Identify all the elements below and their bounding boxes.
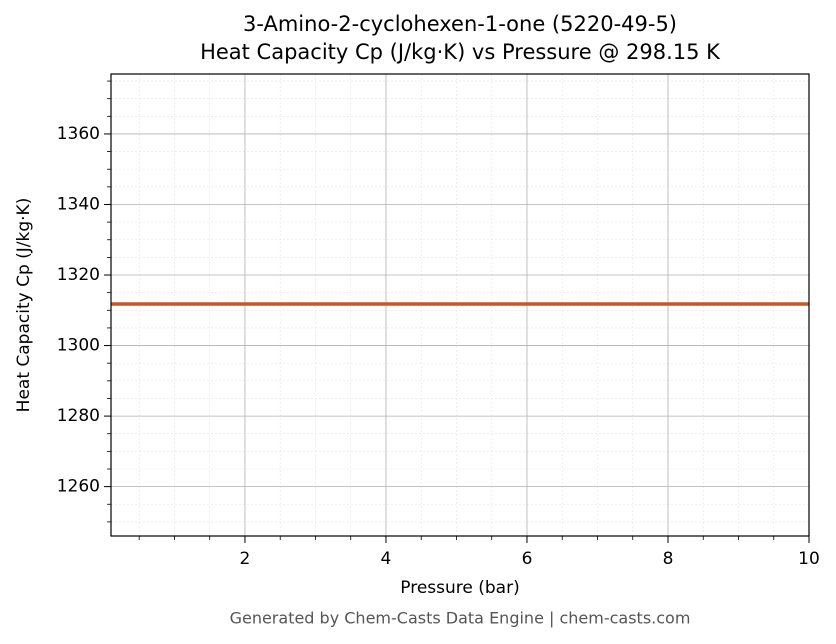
- y-tick-label: 1340: [57, 194, 100, 214]
- y-tick-label: 1360: [57, 124, 100, 144]
- x-tick-label: 6: [522, 549, 533, 569]
- y-axis-label: Heat Capacity Cp (J/kg·K): [14, 198, 34, 413]
- plot-frame: [110, 73, 810, 537]
- x-tick-label: 2: [240, 549, 251, 569]
- chart-subtitle: Heat Capacity Cp (J/kg·K) vs Pressure @ …: [200, 40, 721, 64]
- y-tick-label: 1280: [57, 406, 100, 426]
- chart-title: 3-Amino-2-cyclohexen-1-one (5220-49-5): [243, 12, 677, 36]
- y-tick-label: 1300: [57, 336, 100, 356]
- x-tick-label: 4: [381, 549, 392, 569]
- y-tick-label: 1320: [57, 265, 100, 285]
- y-tick-label: 1260: [57, 477, 100, 497]
- x-axis-label: Pressure (bar): [400, 578, 519, 598]
- footnote: Generated by Chem-Casts Data Engine | ch…: [230, 609, 691, 628]
- x-tick-label: 8: [663, 549, 674, 569]
- x-tick-label: 10: [798, 549, 820, 569]
